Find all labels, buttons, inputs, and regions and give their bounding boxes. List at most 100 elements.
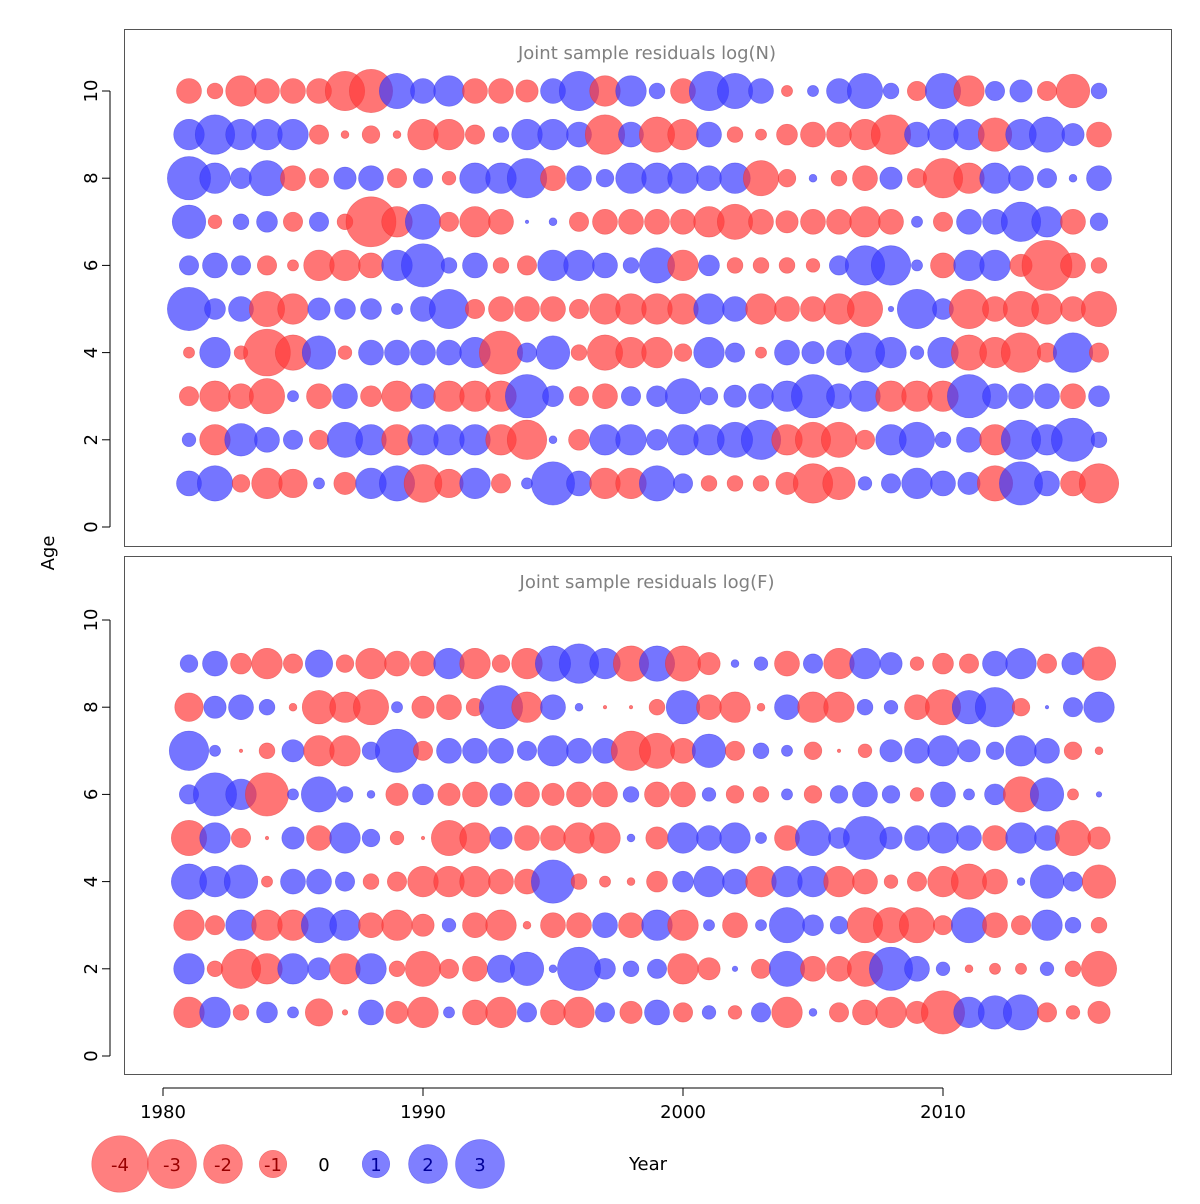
residual-bubble: [569, 211, 589, 232]
residual-bubble: [665, 378, 701, 415]
residual-bubble: [934, 431, 952, 449]
residual-bubble: [803, 653, 823, 674]
residual-bubble: [488, 78, 514, 104]
residual-bubble: [904, 737, 930, 764]
residual-bubble: [360, 298, 382, 320]
residual-bubble: [777, 169, 797, 188]
residual-bubble: [1031, 206, 1063, 238]
y-tick-label: 4: [81, 347, 102, 358]
residual-bubble: [879, 652, 903, 676]
residual-bubble: [392, 130, 402, 139]
residual-bubble: [722, 912, 748, 939]
residual-bubble: [381, 380, 413, 412]
residual-bubble: [1016, 877, 1026, 886]
residual-bubble: [957, 471, 981, 495]
residual-bubble: [1061, 123, 1085, 147]
residual-bubble: [726, 475, 744, 492]
residual-bubble: [388, 960, 406, 978]
residual-bubble: [385, 1000, 409, 1024]
residual-bubble: [569, 299, 589, 319]
residual-bubble: [384, 339, 410, 366]
residual-bubble: [665, 690, 701, 725]
size-legend: -4 -3 -2 -1 0 1 2 3: [91, 1135, 505, 1193]
residual-bubble: [381, 909, 413, 941]
residual-bubble: [1037, 168, 1057, 189]
residual-bubble: [1005, 735, 1037, 767]
panel-n-title: Joint sample residuals log(N): [517, 43, 776, 64]
residual-bubble: [592, 252, 618, 279]
residual-bubble: [667, 249, 699, 282]
residual-bubble: [1063, 697, 1083, 718]
residual-bubble: [313, 477, 325, 490]
residual-bubble: [569, 386, 589, 407]
residual-bubble: [1063, 741, 1083, 760]
residual-bubble: [1090, 257, 1108, 274]
residual-bubble: [730, 659, 740, 668]
legend-bubble: [361, 1149, 391, 1179]
residual-bubble: [823, 865, 855, 898]
residual-bubble: [261, 875, 273, 888]
residual-bubble: [974, 687, 1016, 728]
residual-bubble: [930, 470, 956, 497]
residual-bubble: [197, 465, 233, 502]
residual-bubble: [335, 654, 355, 673]
residual-bubble: [521, 477, 533, 490]
residual-bubble: [667, 162, 699, 194]
residual-bubble: [485, 996, 517, 1029]
residual-bubble: [1081, 950, 1117, 987]
residual-bubble: [251, 467, 283, 500]
residual-bubble: [305, 649, 333, 678]
panel-f-title: Joint sample residuals log(F): [519, 572, 775, 593]
residual-bubble: [231, 255, 251, 276]
residual-bubble: [384, 650, 410, 677]
residual-bubble: [1088, 385, 1110, 407]
residual-bubble: [410, 650, 436, 677]
residual-bubble: [491, 654, 511, 673]
residual-bubble: [199, 336, 231, 369]
residual-bubble: [857, 476, 873, 491]
residual-bubble: [340, 130, 350, 139]
residual-bubble: [930, 781, 956, 808]
residual-bubble: [287, 259, 299, 272]
residual-bubble: [881, 473, 901, 494]
residual-bubble: [517, 740, 537, 761]
residual-bubble: [1060, 209, 1086, 235]
residual-bubble: [199, 822, 231, 854]
residual-bubble: [230, 167, 252, 189]
residual-bubble: [517, 255, 537, 276]
residual-bubble: [847, 291, 883, 327]
residual-bubble: [781, 85, 793, 97]
residual-bubble: [411, 695, 435, 719]
residual-bubble: [982, 383, 1008, 410]
residual-bubble: [769, 950, 805, 987]
residual-bubble: [1044, 705, 1050, 710]
residual-bubble: [589, 822, 621, 854]
residual-bubble: [531, 859, 575, 904]
residual-bubble: [1067, 788, 1079, 801]
residual-bubble: [725, 342, 745, 363]
residual-bubble: [329, 822, 361, 854]
residual-bubble: [309, 211, 329, 232]
residual-bubble: [667, 118, 699, 151]
residual-bubble: [439, 211, 459, 232]
residual-bubble: [230, 652, 252, 675]
residual-bubble: [808, 173, 818, 183]
residual-bubble: [592, 209, 618, 235]
residual-bubble: [301, 335, 337, 370]
residual-bubble: [641, 336, 673, 369]
residual-bubble: [202, 650, 228, 677]
residual-bubble: [595, 169, 615, 188]
residual-bubble: [358, 165, 384, 191]
residual-bubble: [852, 868, 878, 895]
residual-bubble: [491, 473, 511, 494]
residual-bubble: [696, 121, 722, 148]
residual-bubble: [256, 211, 278, 233]
residual-bubble: [574, 702, 584, 712]
residual-bubble: [726, 126, 744, 143]
residual-bubble: [1005, 822, 1037, 854]
residual-bubble: [909, 656, 925, 671]
residual-bubble: [167, 287, 211, 331]
residual-bubble: [964, 964, 974, 974]
panel-log-f: Joint sample residuals log(F) 0 2 4 6 8 10: [81, 556, 1172, 1075]
residual-bubble: [206, 82, 224, 100]
